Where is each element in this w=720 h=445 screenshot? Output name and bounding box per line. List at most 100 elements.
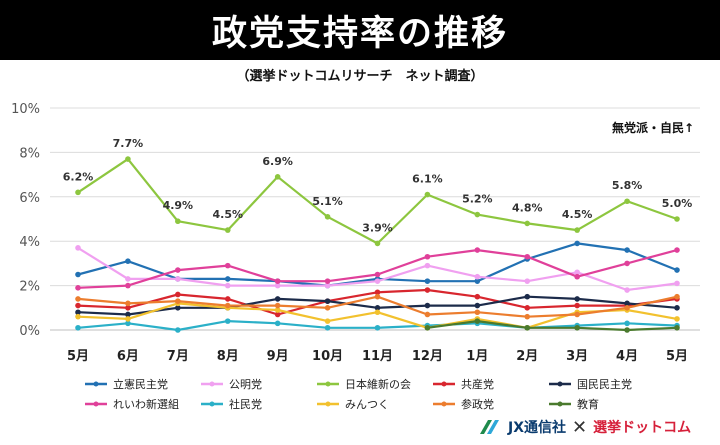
x-tick-label: 6月	[117, 349, 139, 364]
legend-label: 参政党	[461, 397, 494, 411]
data-point	[474, 302, 481, 309]
data-point	[674, 293, 680, 300]
data-point	[175, 218, 181, 225]
data-point	[474, 318, 481, 324]
legend-marker	[209, 381, 215, 387]
data-point	[125, 316, 131, 322]
data-point	[524, 220, 531, 227]
data-label: 5.8%	[612, 179, 643, 192]
data-point	[624, 300, 630, 307]
chart-subtitle: （選挙ドットコムリサーチ ネット調査）	[236, 69, 484, 84]
data-point	[474, 211, 481, 218]
data-point	[374, 240, 381, 247]
legend-marker	[93, 401, 99, 407]
data-point	[674, 247, 680, 253]
data-point	[125, 258, 131, 264]
legend-label: 立憲民主党	[113, 377, 168, 391]
x-tick-label: 1月	[466, 349, 488, 364]
title-bar: 政党支持率の推移	[0, 0, 720, 60]
data-point	[674, 316, 680, 322]
data-point	[474, 247, 481, 253]
data-point	[274, 278, 281, 284]
data-point	[424, 324, 431, 331]
legend-label: れいわ新選組	[113, 397, 179, 411]
data-point	[224, 296, 231, 302]
y-tick-label: 10%	[11, 102, 40, 117]
data-point	[324, 318, 331, 324]
data-point	[374, 271, 381, 278]
data-point	[224, 262, 231, 269]
legend-marker	[325, 401, 331, 407]
data-point	[574, 273, 580, 280]
data-label: 6.9%	[262, 155, 293, 168]
legend-label: 日本維新の会	[345, 377, 411, 391]
data-point	[424, 262, 431, 269]
data-point	[75, 285, 81, 291]
data-label: 4.8%	[512, 201, 543, 214]
data-point	[175, 305, 181, 311]
data-point	[674, 280, 680, 287]
y-tick-label: 8%	[19, 146, 40, 161]
data-point	[574, 240, 580, 247]
data-point	[574, 269, 580, 276]
chart-title: 政党支持率の推移	[211, 13, 508, 54]
data-point	[224, 302, 231, 309]
x-tick-label: 7月	[167, 349, 189, 364]
data-point	[75, 302, 81, 309]
data-point	[424, 253, 431, 260]
data-point	[474, 293, 481, 300]
data-point	[674, 305, 680, 311]
data-point	[474, 309, 481, 316]
data-point	[75, 189, 81, 196]
data-point	[574, 302, 580, 309]
data-point	[125, 276, 131, 282]
data-point	[324, 213, 331, 220]
data-point	[75, 271, 81, 278]
data-point	[274, 302, 281, 309]
x-tick-label: 8月	[217, 349, 239, 364]
data-point	[75, 309, 81, 316]
data-point	[424, 311, 431, 318]
data-point	[324, 282, 331, 289]
data-point	[125, 300, 131, 307]
data-point	[674, 216, 680, 222]
data-point	[125, 311, 131, 318]
data-point	[574, 296, 580, 302]
x-tick-label: 2月	[516, 349, 538, 364]
data-point	[624, 260, 630, 267]
data-point	[674, 324, 680, 331]
data-label: 5.0%	[662, 197, 693, 210]
data-point	[574, 227, 580, 233]
senkyo-brand: 選挙ドットコム	[593, 420, 692, 436]
data-point	[125, 156, 131, 162]
data-point	[624, 198, 630, 205]
series-line	[427, 320, 678, 332]
data-point	[374, 324, 381, 331]
legend-label: 社民党	[229, 397, 262, 411]
data-point	[524, 324, 531, 331]
legend-marker	[93, 381, 99, 387]
data-point	[524, 253, 531, 260]
data-point	[274, 307, 281, 313]
cross-separator: ✕	[572, 416, 588, 438]
x-tick-label: 10月	[312, 349, 343, 364]
data-point	[574, 311, 580, 318]
legend-marker	[325, 381, 331, 387]
x-tick-label: 5月	[666, 349, 688, 364]
data-point	[324, 324, 331, 331]
data-label: 7.7%	[113, 137, 144, 150]
y-tick-label: 6%	[19, 191, 40, 206]
data-point	[224, 318, 231, 324]
data-point	[424, 191, 431, 198]
data-point	[674, 267, 680, 273]
x-tick-label: 3月	[566, 349, 588, 364]
data-point	[424, 302, 431, 309]
data-point	[324, 298, 331, 304]
legend-marker	[441, 381, 447, 387]
legend-label: みんつく	[345, 398, 389, 411]
legend-label: 共産党	[461, 378, 494, 391]
data-point	[224, 282, 231, 289]
data-point	[224, 227, 231, 233]
data-point	[224, 276, 231, 282]
data-point	[175, 276, 181, 282]
